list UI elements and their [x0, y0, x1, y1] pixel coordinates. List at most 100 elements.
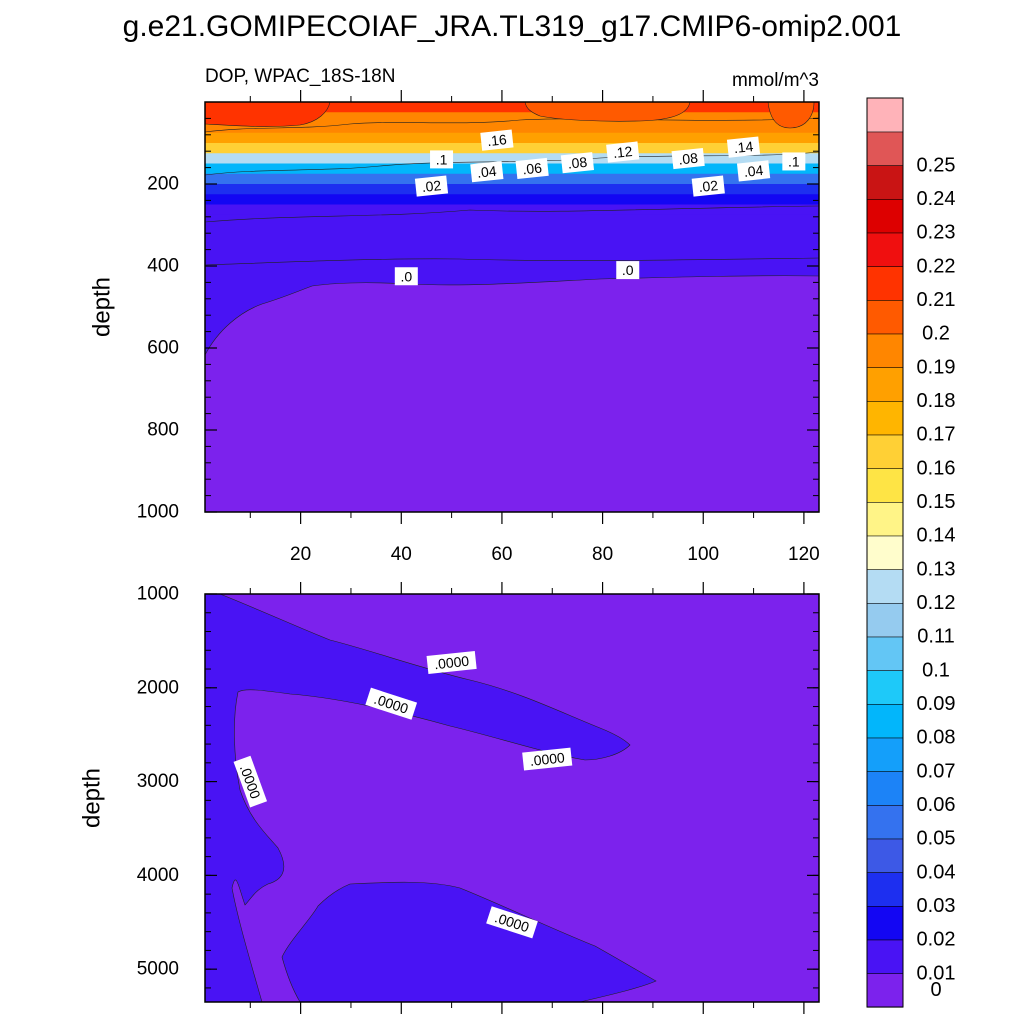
colorbar-swatch — [866, 434, 904, 469]
contour-label-text: .04 — [476, 163, 497, 181]
x-tick-label: 100 — [687, 544, 719, 565]
colorbar-swatch — [866, 872, 904, 907]
contour-label-box — [606, 141, 640, 163]
contour-label: .0 — [616, 261, 640, 280]
colorbar-label: 0.23 — [917, 222, 956, 244]
contour-label-text: .14 — [733, 138, 754, 156]
colorbar-swatch — [866, 333, 904, 368]
contour-label: .0000 — [426, 650, 477, 674]
colorbar-swatch — [866, 501, 904, 537]
upper-plot-area — [205, 102, 819, 512]
colorbar-swatch — [866, 468, 904, 503]
contour-label-box — [480, 129, 514, 151]
contour-label: .02 — [414, 175, 449, 197]
upper-axis-ticks: 200 400 600 800 1000 20 40 60 80 100 120 — [137, 90, 820, 565]
colorbar-label: 0.25 — [917, 154, 956, 176]
colorbar-label: 0.06 — [917, 794, 956, 816]
contour-label-text: .0 — [622, 262, 634, 278]
colorbar-swatch — [866, 400, 904, 436]
contour-region-lower-deep — [281, 881, 657, 1002]
depth-band — [205, 204, 819, 216]
contour-label-text: .1 — [436, 151, 448, 167]
depth-band — [205, 184, 819, 195]
figure-title: g.e21.GOMIPECOIAF_JRA.TL319_g17.CMIP6-om… — [123, 10, 902, 43]
colorbar-swatch — [866, 636, 904, 671]
contour-line-upper-0 — [205, 257, 819, 266]
colorbar-label: 0 — [930, 979, 941, 1001]
contour-label: .08 — [560, 152, 595, 174]
y-tick-label: 5000 — [137, 959, 179, 980]
x-tick-label: 40 — [391, 544, 412, 565]
lower-y-axis-label: depth — [79, 768, 106, 828]
contour-label: .0 — [394, 267, 418, 286]
colorbar-swatch — [866, 232, 904, 267]
colorbar-label: 0.01 — [917, 962, 956, 984]
y-tick-label: 4000 — [137, 865, 179, 886]
colorbar: 00.01 0.02 0.03 0.04 0.05 0.06 0.07 0.08 0.09 0.1… — [866, 97, 956, 1008]
contour-region-deep-low — [205, 275, 819, 512]
y-tick-label: 1000 — [137, 502, 179, 523]
contour-label-text: .0000 — [433, 653, 470, 673]
contour-label: .06 — [515, 157, 549, 180]
colorbar-label: 0.21 — [917, 289, 956, 311]
contour-label-box — [515, 157, 549, 180]
contour-label-text: .0 — [400, 268, 412, 284]
contour-label-text: .0000 — [529, 749, 566, 769]
contour-label-text: .12 — [612, 143, 633, 161]
y-tick-label: 400 — [147, 256, 179, 277]
colorbar-swatch — [866, 367, 904, 402]
contour-label: .04 — [736, 160, 771, 182]
colorbar-label: 0.14 — [917, 525, 956, 547]
contour-label-box — [726, 136, 761, 158]
contour-label: .04 — [470, 161, 504, 183]
contour-line-upper-2 — [205, 151, 819, 176]
colorbar-swatch — [866, 905, 904, 941]
colorbar-swatch — [866, 535, 904, 570]
colorbar-label: 0.09 — [917, 693, 956, 715]
panel-units-string: mmol/m^3 — [732, 70, 819, 91]
upper-panel: 200 400 600 800 1000 20 40 60 80 100 120 .16 .14 .12… — [89, 90, 820, 565]
colorbar-label: 0.04 — [917, 861, 956, 883]
colorbar-label: 0.22 — [917, 255, 956, 277]
colorbar-label: 0.03 — [917, 895, 956, 917]
colorbar-swatch — [866, 973, 904, 1008]
contour-label-box — [560, 152, 595, 174]
colorbar-swatch — [866, 771, 904, 806]
contour-label-text: .08 — [567, 154, 588, 172]
upper-y-axis-label: depth — [89, 277, 116, 337]
contour-label-text: .1 — [788, 153, 800, 169]
colorbar-swatch — [866, 838, 904, 873]
contour-label-text: .06 — [522, 159, 543, 177]
contour-label-box — [671, 147, 705, 170]
contour-label: .0000 — [522, 747, 573, 771]
contour-line-upper-1 — [205, 205, 819, 223]
y-tick-label: 800 — [147, 420, 179, 441]
colorbar-label: 0.12 — [917, 592, 956, 614]
colorbar-label: 0.19 — [917, 356, 956, 378]
upper-plot-frame — [204, 101, 820, 513]
colorbar-label: 0.2 — [922, 323, 950, 345]
contour-label-box — [430, 150, 454, 169]
depth-band — [205, 163, 819, 175]
contour-label-text: .04 — [743, 162, 764, 180]
contour-label-text: .02 — [421, 177, 442, 195]
depth-band — [205, 143, 819, 154]
y-tick-label: 200 — [147, 174, 179, 195]
colorbar-swatch — [866, 198, 904, 234]
colorbar-frame — [866, 97, 904, 1008]
colorbar-swatch — [866, 737, 904, 772]
colorbar-swatch — [866, 602, 904, 638]
contour-label: .14 — [726, 136, 761, 158]
y-tick-label: 3000 — [137, 771, 179, 792]
contour-label: .16 — [480, 129, 514, 151]
colorbar-swatch — [866, 703, 904, 739]
contour-label: .12 — [606, 141, 640, 163]
contour-label-box — [486, 906, 538, 939]
contour-label-box — [426, 650, 477, 674]
contour-label-text: .16 — [486, 131, 507, 149]
y-tick-label: 2000 — [137, 677, 179, 698]
colorbar-swatch — [866, 569, 904, 604]
colorbar-label: 0.18 — [917, 390, 956, 412]
colorbar-swatch — [866, 939, 904, 974]
